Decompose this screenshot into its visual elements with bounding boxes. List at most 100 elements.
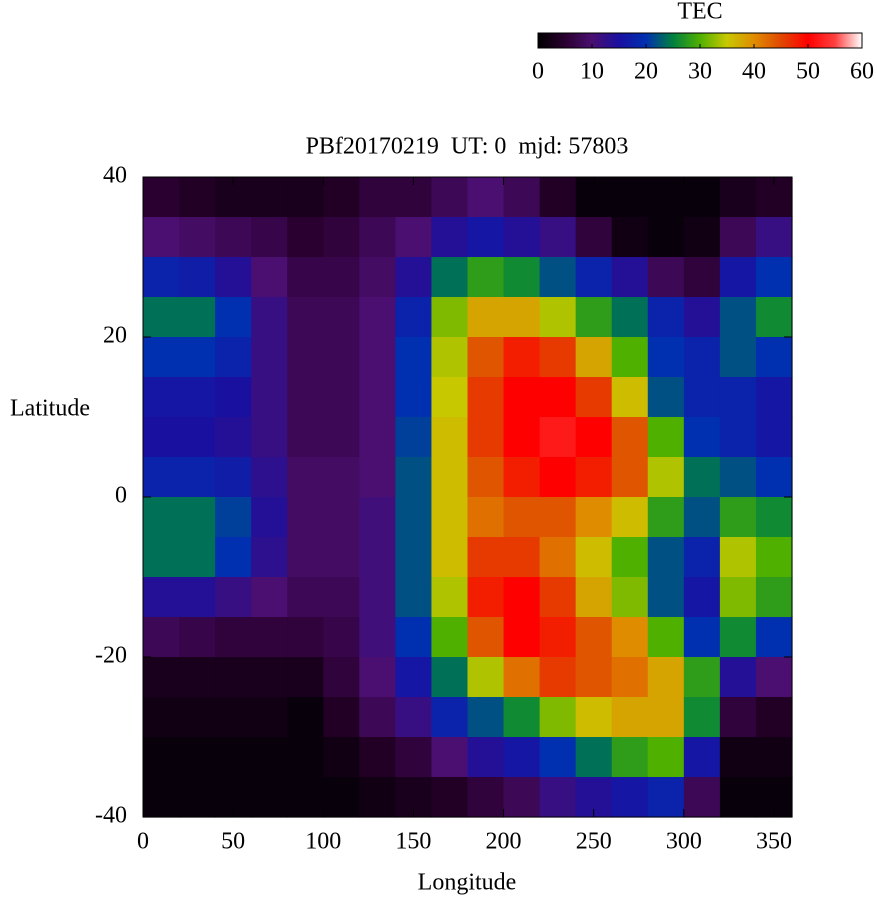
heatmap-cell [647, 657, 685, 698]
heatmap-cell [683, 537, 721, 578]
heatmap-cell [575, 497, 613, 538]
heatmap-cell [431, 657, 469, 698]
heatmap-cell [215, 337, 252, 378]
heatmap-cell [683, 177, 721, 218]
y-tick-label: 0 [115, 483, 127, 509]
heatmap-cell [287, 177, 324, 218]
heatmap-cell [359, 457, 396, 498]
heatmap-cell [647, 337, 685, 378]
heatmap-cell [431, 777, 469, 818]
colorbar-label: TEC [677, 0, 722, 25]
heatmap-cell [755, 457, 793, 498]
heatmap-cell [647, 457, 685, 498]
heatmap-cell [179, 497, 216, 538]
heatmap-cell [647, 497, 685, 538]
heatmap-cell [503, 417, 541, 458]
heatmap-cell [467, 537, 505, 578]
heatmap-cell [323, 617, 360, 658]
heatmap-cell [143, 697, 180, 738]
heatmap-cell [287, 257, 324, 298]
heatmap-cell [215, 457, 252, 498]
heatmap-cell [719, 657, 757, 698]
heatmap-cell [575, 537, 613, 578]
heatmap-cell [251, 537, 288, 578]
heatmap-cell [323, 337, 360, 378]
colorbar-tick-label: 30 [688, 59, 712, 85]
heatmap-cell [359, 537, 396, 578]
heatmap-cell [359, 417, 396, 458]
heatmap-cell [431, 737, 469, 778]
heatmap-cell [179, 777, 216, 818]
heatmap-cell [287, 417, 324, 458]
heatmap-cell [323, 737, 360, 778]
heatmap-cell [683, 617, 721, 658]
heatmap-cell [359, 657, 396, 698]
x-tick-label: 200 [486, 829, 522, 855]
heatmap-cell [431, 257, 469, 298]
heatmap-cell [179, 417, 216, 458]
heatmap-cell [179, 577, 216, 618]
heatmap-cell [539, 497, 577, 538]
heatmap-cell [431, 497, 469, 538]
x-tick-label: 0 [137, 829, 149, 855]
heatmap-cell [539, 537, 577, 578]
heatmap-cell [287, 337, 324, 378]
heatmap-cell [503, 577, 541, 618]
heatmap-cell [467, 217, 505, 258]
heatmap-cell [683, 377, 721, 418]
heatmap-cell [503, 377, 541, 418]
heatmap-cell [359, 177, 396, 218]
heatmap-cell [251, 577, 288, 618]
heatmap-cell [611, 417, 649, 458]
heatmap-cell [719, 257, 757, 298]
heatmap-cell [467, 297, 505, 338]
heatmap-cell [395, 537, 433, 578]
heatmap-cell [215, 297, 252, 338]
heatmap-cell [395, 657, 433, 698]
heatmap-cell [755, 377, 793, 418]
heatmap-cell [647, 537, 685, 578]
heatmap-cell [431, 697, 469, 738]
x-tick-label: 50 [221, 829, 245, 855]
heatmap-cell [719, 777, 757, 818]
heatmap-cell [143, 577, 180, 618]
heatmap-cell [359, 697, 396, 738]
heatmap-cell [539, 577, 577, 618]
heatmap-cell [683, 257, 721, 298]
colorbar-tick-label: 0 [532, 59, 544, 85]
heatmap-cell [611, 497, 649, 538]
heatmap-cell [287, 297, 324, 338]
heatmap-cell [719, 457, 757, 498]
heatmap-cell [611, 457, 649, 498]
heatmap-cell [467, 737, 505, 778]
heatmap-cell [467, 697, 505, 738]
heatmap-cell [719, 337, 757, 378]
heatmap-cell [251, 737, 288, 778]
heatmap-cell [323, 777, 360, 818]
heatmap-cell [431, 337, 469, 378]
heatmap-cell [431, 217, 469, 258]
heatmap-cell [287, 577, 324, 618]
heatmap-cell [611, 737, 649, 778]
heatmap-cell [359, 377, 396, 418]
heatmap-cell [431, 297, 469, 338]
heatmap-cell [755, 497, 793, 538]
heatmap-cell [503, 777, 541, 818]
heatmap-cell [647, 217, 685, 258]
y-axis-label: Latitude [10, 396, 90, 422]
heatmap-cell [755, 697, 793, 738]
heatmap-cell [503, 697, 541, 738]
heatmap-cell [395, 337, 433, 378]
heatmap-cell [395, 417, 433, 458]
heatmap-cell [647, 377, 685, 418]
heatmap-cell [575, 257, 613, 298]
heatmap-cell [539, 617, 577, 658]
heatmap-cell [467, 257, 505, 298]
heatmap-cell [683, 777, 721, 818]
heatmap-cell [359, 217, 396, 258]
heatmap-cell [431, 617, 469, 658]
heatmap-cell [395, 697, 433, 738]
heatmap-cell [215, 577, 252, 618]
heatmap-cell [143, 377, 180, 418]
heatmap-cell [683, 337, 721, 378]
